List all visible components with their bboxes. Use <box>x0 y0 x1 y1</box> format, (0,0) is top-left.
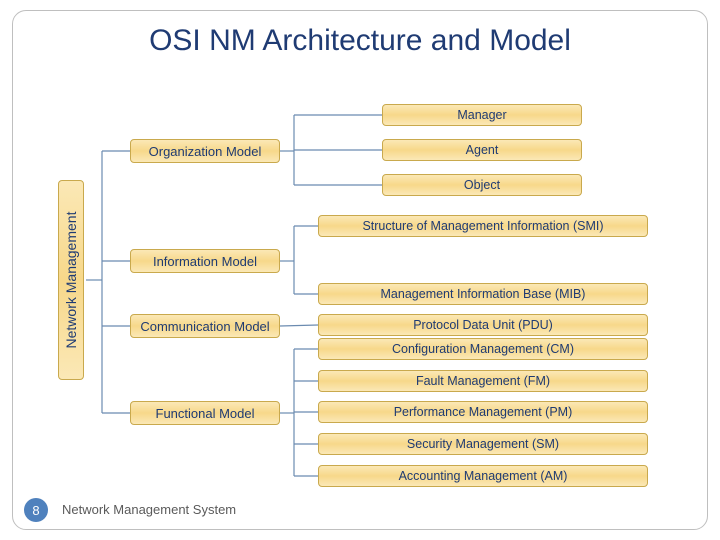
leaf-org-0: Manager <box>382 104 582 126</box>
leaf-func-2: Performance Management (PM) <box>318 401 648 423</box>
leaf-func-1: Fault Management (FM) <box>318 370 648 392</box>
slide-title: OSI NM Architecture and Model <box>0 24 720 58</box>
slide-number-badge: 8 <box>24 498 48 522</box>
leaf-func-3: Security Management (SM) <box>318 433 648 455</box>
model-func: Functional Model <box>130 401 280 425</box>
model-info: Information Model <box>130 249 280 273</box>
leaf-func-4: Accounting Management (AM) <box>318 465 648 487</box>
leaf-func-0: Configuration Management (CM) <box>318 338 648 360</box>
model-comm: Communication Model <box>130 314 280 338</box>
model-org: Organization Model <box>130 139 280 163</box>
root-network-management: Network Management <box>58 180 84 380</box>
leaf-info-1: Management Information Base (MIB) <box>318 283 648 305</box>
leaf-org-2: Object <box>382 174 582 196</box>
slide-footer: Network Management System <box>62 502 236 517</box>
leaf-info-0: Structure of Management Information (SMI… <box>318 215 648 237</box>
leaf-org-1: Agent <box>382 139 582 161</box>
leaf-comm-0: Protocol Data Unit (PDU) <box>318 314 648 336</box>
